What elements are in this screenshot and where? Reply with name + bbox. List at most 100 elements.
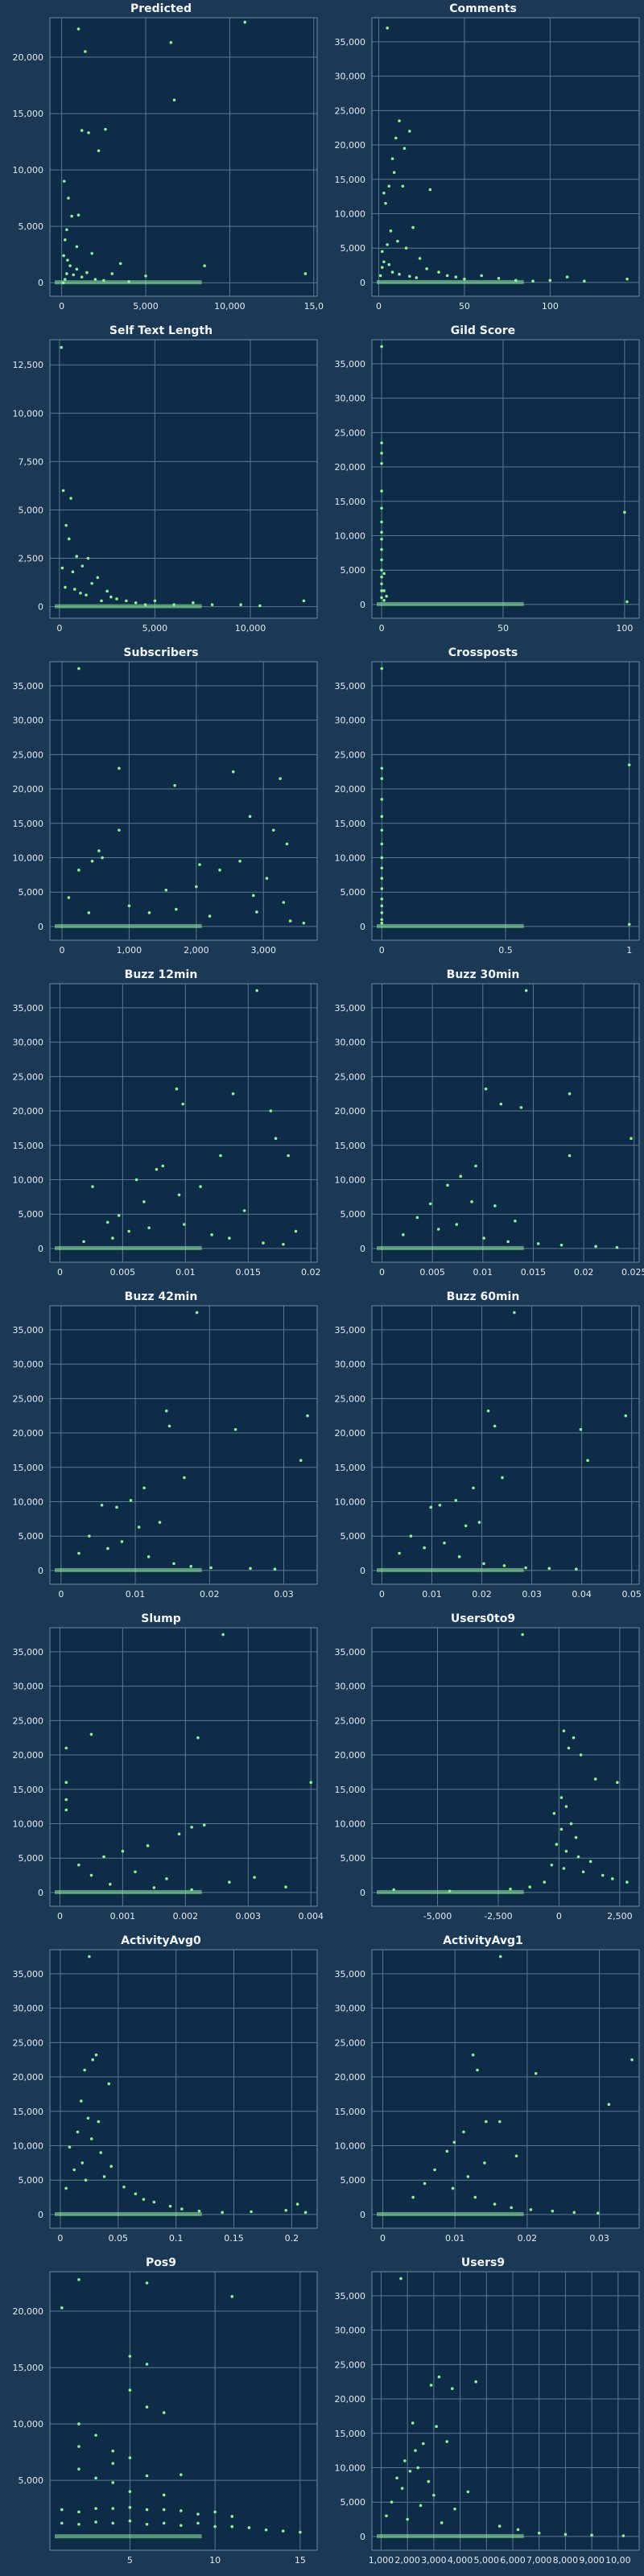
y-tick-label: 15,000 xyxy=(13,819,44,829)
y-tick-label: 0 xyxy=(360,600,365,610)
y-tick-label: 5,000 xyxy=(341,887,366,898)
x-tick-label: 0.015 xyxy=(521,1267,547,1278)
data-point xyxy=(569,1822,573,1826)
y-tick-label: 5,000 xyxy=(19,2475,44,2486)
data-point xyxy=(448,1889,452,1893)
data-point xyxy=(86,556,90,560)
y-tick-label: 15,000 xyxy=(335,819,366,829)
data-point xyxy=(548,279,552,283)
plot-area xyxy=(371,1949,640,2229)
data-point xyxy=(77,2278,80,2281)
data-point xyxy=(77,1551,80,1555)
data-point xyxy=(164,1409,168,1413)
data-point xyxy=(162,2493,166,2497)
y-tick-label: 5,000 xyxy=(341,2497,366,2508)
data-point xyxy=(380,266,384,269)
data-point xyxy=(102,279,105,283)
data-point xyxy=(118,262,122,266)
data-point xyxy=(380,777,384,781)
x-tick-label: 50 xyxy=(497,623,509,634)
data-point xyxy=(88,1955,91,1959)
y-tick-label: 0 xyxy=(38,602,43,613)
baseline-point-cluster xyxy=(377,1567,524,1572)
data-point xyxy=(153,599,157,603)
baseline-point-cluster xyxy=(55,2211,202,2216)
data-point xyxy=(392,1888,395,1892)
data-point xyxy=(213,2524,217,2529)
data-point xyxy=(583,279,586,283)
data-point xyxy=(380,520,383,524)
plot-area xyxy=(371,1305,640,1585)
data-point xyxy=(228,1236,231,1240)
y-tick-label: 10,000 xyxy=(13,1818,44,1829)
data-point xyxy=(531,279,535,283)
data-point xyxy=(453,2507,456,2511)
data-point xyxy=(400,2487,404,2490)
data-point xyxy=(281,2529,285,2533)
data-point xyxy=(399,2277,402,2281)
data-point xyxy=(203,264,206,267)
data-point xyxy=(285,842,289,846)
plot-area xyxy=(49,661,318,941)
y-tick-label: 30,000 xyxy=(335,1038,366,1048)
data-point xyxy=(142,2198,146,2201)
data-point xyxy=(380,461,383,465)
data-point xyxy=(129,1498,133,1502)
data-point xyxy=(423,1546,426,1550)
data-point xyxy=(555,1843,559,1846)
plot-area xyxy=(371,2271,640,2551)
data-point xyxy=(521,1633,524,1637)
y-tick-label: 10,000 xyxy=(13,1174,44,1185)
y-tick-label: 35,000 xyxy=(13,681,44,691)
data-point xyxy=(406,2517,409,2521)
data-point xyxy=(380,582,383,586)
x-tick-label: 5,000 xyxy=(133,301,159,312)
y-tick-label: 15,000 xyxy=(13,2363,44,2373)
data-point xyxy=(247,2526,251,2529)
data-point xyxy=(64,1781,68,1785)
y-tick-label: 30,000 xyxy=(13,716,44,726)
y-tick-label: 10,000 xyxy=(335,1496,366,1507)
scatter-plot: 1,000 2,000 3,000 4,000 5,000 6,000 7,000 8,000… xyxy=(335,2271,640,2566)
y-tick-label: 5,000 xyxy=(341,1531,366,1542)
y-tick-label: 0 xyxy=(360,278,365,288)
data-point xyxy=(218,869,221,872)
y-tick-label: 30,000 xyxy=(335,716,366,726)
data-point xyxy=(509,1887,512,1891)
chart-title: Users9 xyxy=(460,2256,506,2269)
y-tick-label: 15,000 xyxy=(13,2107,44,2117)
data-point xyxy=(436,1228,440,1231)
y-tick-label: 0 xyxy=(38,922,43,932)
data-point xyxy=(128,2505,132,2509)
data-point xyxy=(230,2295,234,2298)
data-point xyxy=(445,2440,449,2443)
data-point xyxy=(482,1236,485,1240)
data-point xyxy=(84,50,87,53)
data-point xyxy=(73,588,76,591)
y-tick-label: 10,000 xyxy=(335,852,366,863)
data-point xyxy=(105,589,109,593)
data-point xyxy=(177,1832,181,1836)
data-point xyxy=(536,1242,540,1245)
data-point xyxy=(71,570,75,574)
data-point xyxy=(182,1223,186,1226)
data-point xyxy=(161,1164,165,1168)
data-point xyxy=(455,1223,459,1226)
data-point xyxy=(180,2207,184,2211)
y-tick-label: 5,000 xyxy=(19,1531,44,1542)
data-point xyxy=(128,2519,132,2523)
data-point xyxy=(398,272,401,276)
x-tick-label: 2,000 xyxy=(394,2555,420,2566)
data-point xyxy=(445,274,449,278)
data-point xyxy=(75,245,79,249)
x-tick-label: 10,00 xyxy=(605,2555,631,2566)
data-point xyxy=(60,345,64,349)
data-point xyxy=(111,1236,114,1240)
data-point xyxy=(196,2521,200,2525)
x-tick-label: 0.2 xyxy=(285,2233,299,2244)
data-point xyxy=(109,2165,113,2168)
data-point xyxy=(255,989,258,993)
data-point xyxy=(255,910,258,914)
data-point xyxy=(454,275,458,279)
data-point xyxy=(534,2071,538,2075)
